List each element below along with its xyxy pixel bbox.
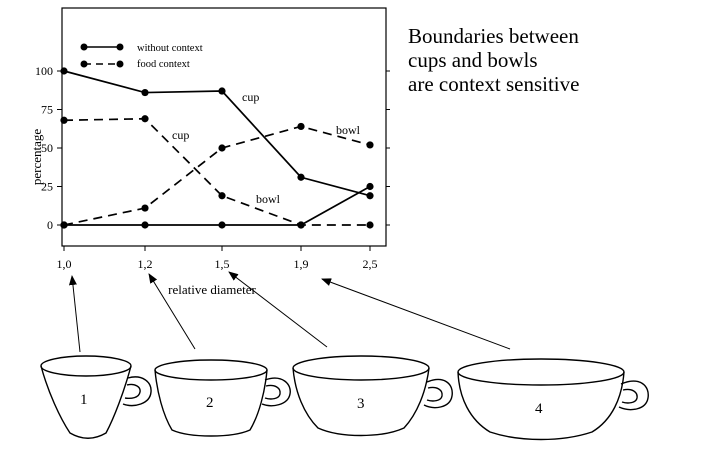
x-tick-label: 1,9 (294, 257, 309, 271)
data-point-solid-cup (366, 192, 374, 200)
plot-frame (61, 7, 387, 247)
y-tick-label: 50 (41, 141, 53, 155)
data-point-dashed-bowl (297, 122, 305, 131)
legend-label-food-context: food context (137, 59, 190, 70)
arrow-cup-2 (148, 273, 196, 350)
heading-line: cups and bowls (408, 48, 538, 72)
cup-2-label: 2 (206, 395, 214, 411)
arrow-cup-1 (68, 275, 81, 353)
cup-3-label: 3 (357, 396, 365, 412)
data-point-solid-bowl (141, 221, 149, 229)
annotation-bowl-solid: bowl (256, 192, 281, 206)
arrows (68, 271, 511, 353)
data-point-dashed-cup (366, 221, 374, 229)
data-point-dashed-cup (60, 116, 68, 124)
heading-line: Boundaries between (408, 24, 579, 48)
legend-solid-marker (116, 43, 124, 51)
y-axis: 0 25 50 75 100 (35, 64, 390, 232)
cup-4-handle (618, 380, 649, 411)
y-axis-label: percentage (29, 129, 44, 186)
series-line-dashed-cup (63, 117, 370, 226)
data-point-solid-cup (60, 67, 68, 75)
legend: without context food context (80, 43, 203, 70)
data-point-solid-cup (218, 87, 226, 95)
legend-dashed-marker (80, 60, 88, 68)
cup-2-handle (261, 377, 291, 407)
annotation-bowl-dashed: bowl (336, 123, 361, 137)
legend-solid-marker (80, 43, 88, 51)
arrow-cup-4 (321, 278, 511, 350)
cup-2: 2 (154, 359, 291, 437)
legend-label-without-context: without context (137, 43, 203, 54)
y-tick-label: 0 (47, 218, 53, 232)
x-tick-label: 1,0 (57, 257, 72, 271)
data-point-dashed-cup (218, 192, 226, 200)
data-point-dashed-bowl (366, 141, 374, 149)
cup-1: 1 (40, 355, 152, 439)
cup-4-label: 4 (535, 401, 543, 417)
annotation-cup-solid: cup (242, 90, 259, 104)
series-line-dashed-bowl (63, 125, 371, 226)
x-tick-label: 2,5 (363, 257, 378, 271)
cup-1-handle (122, 376, 152, 407)
figure-heading: Boundaries between cups and bowls are co… (408, 24, 579, 96)
heading-line: are context sensitive (408, 72, 580, 96)
data-point-dashed-cup (141, 115, 149, 123)
data-point-dashed-bowl (218, 144, 226, 152)
data-point-solid-cup (297, 173, 305, 181)
data-point-solid-bowl (366, 182, 374, 191)
x-tick-label: 1,5 (215, 257, 230, 271)
x-tick-label: 1,2 (138, 257, 153, 271)
data-point-dashed-bowl (141, 204, 149, 212)
data-point-solid-cup (141, 88, 149, 97)
cup-3: 3 (292, 355, 453, 437)
annotation-cup-dashed: cup (172, 128, 189, 142)
cup-1-label: 1 (80, 392, 88, 408)
data-point-solid-bowl (218, 221, 226, 229)
legend-dashed-marker (116, 60, 124, 68)
series-layer (60, 67, 374, 229)
y-tick-label: 100 (35, 64, 53, 78)
y-tick-label: 75 (41, 103, 53, 117)
arrow-cup-3 (228, 271, 328, 348)
data-point-dashed-bowl (60, 221, 68, 229)
x-axis-label: relative diameter (168, 282, 256, 297)
x-axis: 1,0 1,2 1,5 1,9 2,5 (57, 246, 378, 271)
cup-3-handle (423, 378, 453, 409)
series-line-solid-bowl (64, 185, 371, 226)
y-tick-label: 25 (41, 180, 53, 194)
cup-4: 4 (457, 358, 649, 441)
data-point-dashed-cup (297, 221, 305, 229)
